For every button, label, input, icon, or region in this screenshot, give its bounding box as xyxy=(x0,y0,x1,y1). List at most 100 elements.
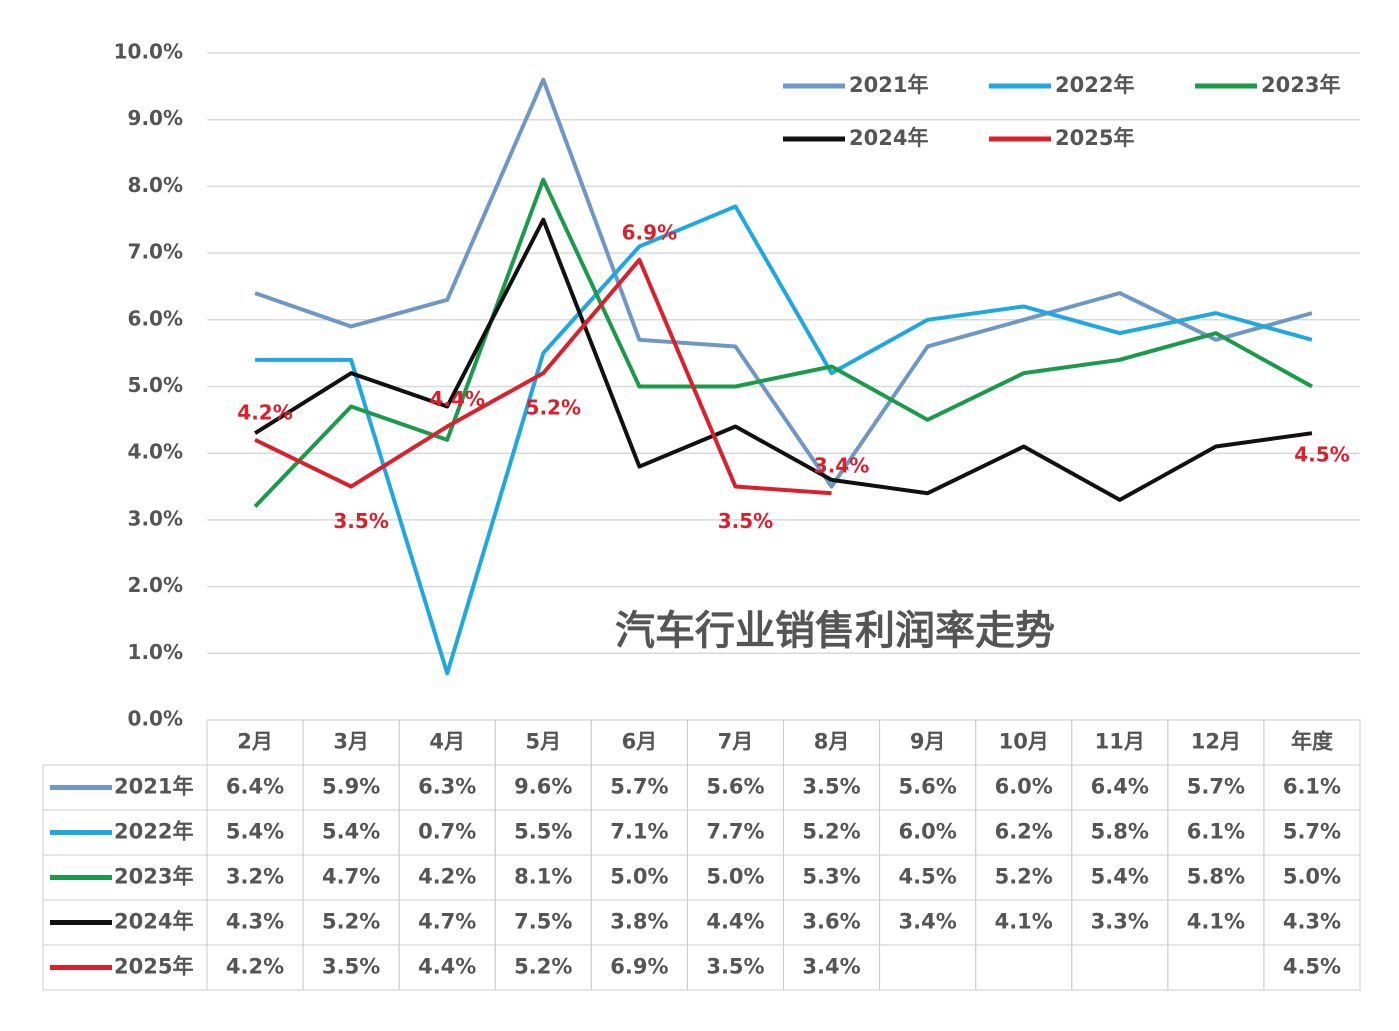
y-tick-label: 2.0% xyxy=(128,573,183,597)
table-cell xyxy=(975,944,1073,991)
table-cell xyxy=(1167,944,1265,991)
x-tick-label: 12月 xyxy=(1191,730,1241,754)
y-tick-label: 9.0% xyxy=(128,106,183,130)
table-value: 5.4% xyxy=(322,820,380,844)
table-cell xyxy=(1071,944,1169,991)
table-value: 5.0% xyxy=(706,865,764,889)
table-cell xyxy=(1263,944,1361,991)
table-value: 5.2% xyxy=(995,865,1053,889)
legend-label: 2021年 xyxy=(114,775,193,799)
table-value: 5.0% xyxy=(1283,865,1341,889)
table-value: 4.4% xyxy=(706,910,764,934)
x-tick-label: 9月 xyxy=(910,730,946,754)
table-value: 3.4% xyxy=(802,955,860,979)
table-value: 3.2% xyxy=(226,865,284,889)
table-value: 6.4% xyxy=(226,775,284,799)
table-value: 5.6% xyxy=(899,775,957,799)
y-tick-label: 5.0% xyxy=(128,373,183,397)
table-value: 6.1% xyxy=(1283,775,1341,799)
legend-label: 2024年 xyxy=(114,910,193,934)
x-tick-label: 8月 xyxy=(814,730,850,754)
table-value: 6.4% xyxy=(1091,775,1149,799)
data-label: 4.4% xyxy=(429,387,484,411)
data-label: 4.5% xyxy=(1294,442,1349,466)
table-value: 5.4% xyxy=(226,820,284,844)
table-value: 4.7% xyxy=(418,910,476,934)
table-value: 3.8% xyxy=(610,910,668,934)
x-tick-label: 7月 xyxy=(718,730,754,754)
y-tick-label: 4.0% xyxy=(128,440,183,464)
table-value: 6.2% xyxy=(995,820,1053,844)
table-value: 8.1% xyxy=(514,865,572,889)
table-cell xyxy=(879,944,977,991)
table-value: 6.0% xyxy=(995,775,1053,799)
y-tick-label: 8.0% xyxy=(128,173,183,197)
table-value: 4.2% xyxy=(418,865,476,889)
table-value: 5.6% xyxy=(706,775,764,799)
x-tick-label: 6月 xyxy=(622,730,658,754)
data-label: 3.5% xyxy=(333,509,388,533)
table-value: 6.9% xyxy=(610,955,668,979)
table-value: 3.5% xyxy=(706,955,764,979)
legend-label: 2025年 xyxy=(114,955,193,979)
table-value: 5.5% xyxy=(514,820,572,844)
table-value: 5.8% xyxy=(1187,865,1245,889)
table-value: 4.1% xyxy=(995,910,1053,934)
legend-label: 2024年 xyxy=(849,126,928,150)
y-tick-label: 6.0% xyxy=(128,306,183,330)
y-tick-label: 3.0% xyxy=(128,506,183,530)
table-value: 5.0% xyxy=(610,865,668,889)
data-table: 2月 3月 4月 5月 6月 7月 8月 9月 10月 11月 12月 年度 2021年 6.4% 5.9%… xyxy=(42,719,1361,991)
data-label: 3.5% xyxy=(718,509,773,533)
table-value: 6.0% xyxy=(899,820,957,844)
table-value: 7.5% xyxy=(514,910,572,934)
y-tick-label: 7.0% xyxy=(128,240,183,264)
legend-label: 2022年 xyxy=(114,820,193,844)
legend-label: 2023年 xyxy=(114,865,193,889)
table-value: 5.3% xyxy=(802,865,860,889)
x-tick-label: 2月 xyxy=(237,730,273,754)
data-label: 5.2% xyxy=(526,396,581,420)
table-value: 4.5% xyxy=(899,865,957,889)
table-value: 4.5% xyxy=(1283,955,1341,979)
table-value: 4.3% xyxy=(1283,910,1341,934)
series-line xyxy=(253,177,1313,508)
table-value: 4.4% xyxy=(418,955,476,979)
table-value: 6.1% xyxy=(1187,820,1245,844)
table-value: 3.5% xyxy=(802,775,860,799)
x-tick-label: 年度 xyxy=(1291,730,1333,754)
series-line xyxy=(254,77,1313,489)
table-value: 4.2% xyxy=(226,955,284,979)
table-value: 5.4% xyxy=(1091,865,1149,889)
table-value: 5.8% xyxy=(1091,820,1149,844)
table-value: 7.1% xyxy=(610,820,668,844)
x-tick-label: 4月 xyxy=(429,730,465,754)
table-value: 5.7% xyxy=(1283,820,1341,844)
x-tick-label: 5月 xyxy=(525,730,561,754)
table-value: 4.1% xyxy=(1187,910,1245,934)
y-tick-label: 1.0% xyxy=(128,640,183,664)
series-line xyxy=(253,217,1313,502)
data-label: 6.9% xyxy=(622,220,677,244)
legend-label: 2021年 xyxy=(849,73,928,97)
x-tick-label: 3月 xyxy=(333,730,369,754)
data-label: 4.2% xyxy=(237,400,292,424)
y-tick-label: 0.0% xyxy=(128,707,183,731)
legend-label: 2023年 xyxy=(1261,73,1340,97)
chart-title: 汽车行业销售利润率走势 xyxy=(615,608,1055,654)
table-value: 6.3% xyxy=(418,775,476,799)
y-tick-label: 10.0% xyxy=(114,40,183,64)
table-value: 4.7% xyxy=(322,865,380,889)
table-value: 9.6% xyxy=(514,775,572,799)
table-value: 3.6% xyxy=(802,910,860,934)
table-value: 4.3% xyxy=(226,910,284,934)
table-value: 5.7% xyxy=(1187,775,1245,799)
legend-label: 2025年 xyxy=(1055,126,1134,150)
table-value: 3.4% xyxy=(899,910,957,934)
series-line xyxy=(255,204,1313,676)
x-tick-label: 11月 xyxy=(1095,730,1145,754)
table-value: 3.3% xyxy=(1091,910,1149,934)
table-value: 0.7% xyxy=(418,820,476,844)
data-label: 3.4% xyxy=(814,454,869,478)
